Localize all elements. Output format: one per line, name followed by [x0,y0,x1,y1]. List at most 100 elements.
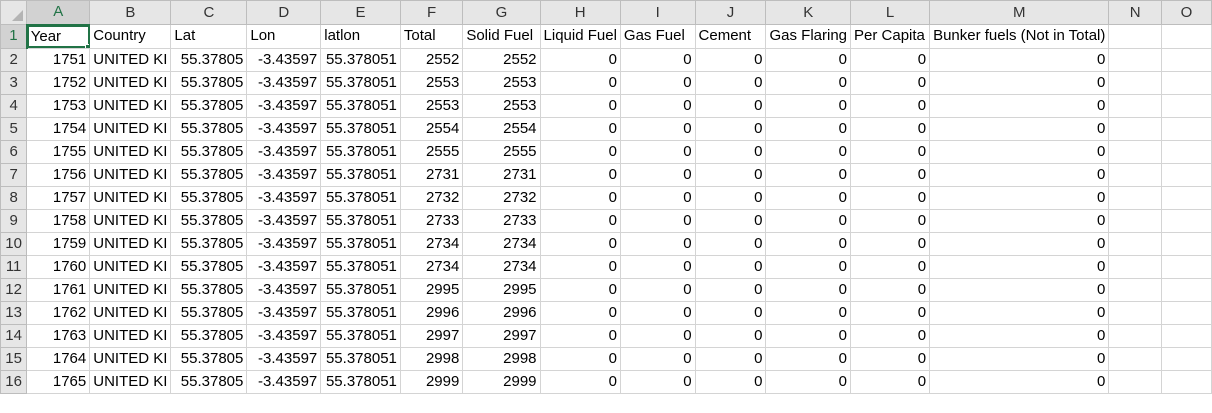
cell-f12[interactable]: 2995 [399,277,464,302]
column-header-a[interactable]: A [26,0,91,26]
cell-o12[interactable] [1160,277,1212,302]
cell-i16[interactable]: 0 [619,369,696,394]
cell-a5[interactable]: 1754 [26,116,91,141]
cell-k8[interactable]: 0 [765,185,852,210]
cell-c8[interactable]: 55.37805 [170,185,248,210]
cell-c6[interactable]: 55.37805 [170,139,248,164]
cell-k5[interactable]: 0 [765,116,852,141]
cell-f13[interactable]: 2996 [399,300,464,325]
row-header-13[interactable]: 13 [0,300,28,325]
cell-n1[interactable] [1108,24,1162,49]
cell-n4[interactable] [1108,93,1162,118]
cell-e3[interactable]: 55.378051 [320,70,401,95]
cell-h12[interactable]: 0 [539,277,621,302]
cell-d15[interactable]: -3.43597 [246,346,322,371]
cell-f7[interactable]: 2731 [399,162,464,187]
cell-b12[interactable]: UNITED KI [89,277,172,302]
cell-e7[interactable]: 55.378051 [320,162,401,187]
cell-a7[interactable]: 1756 [26,162,91,187]
cell-h1[interactable]: Liquid Fuel [539,24,621,49]
cell-a1[interactable]: Year [26,24,91,49]
cell-f2[interactable]: 2552 [399,47,464,72]
cell-n7[interactable] [1108,162,1162,187]
cell-f16[interactable]: 2999 [399,369,464,394]
cell-g2[interactable]: 2552 [462,47,541,72]
cell-g7[interactable]: 2731 [462,162,541,187]
cell-g14[interactable]: 2997 [462,323,541,348]
cell-b13[interactable]: UNITED KI [89,300,172,325]
cell-m11[interactable]: 0 [929,254,1110,279]
cell-c14[interactable]: 55.37805 [170,323,248,348]
cell-k9[interactable]: 0 [765,208,852,233]
cell-h6[interactable]: 0 [539,139,621,164]
cell-l2[interactable]: 0 [850,47,931,72]
cell-e11[interactable]: 55.378051 [320,254,401,279]
row-header-9[interactable]: 9 [0,208,28,233]
cell-l1[interactable]: Per Capita [850,24,931,49]
cell-a4[interactable]: 1753 [26,93,91,118]
cell-h9[interactable]: 0 [539,208,621,233]
column-header-m[interactable]: M [929,0,1110,25]
cell-k16[interactable]: 0 [765,369,852,394]
cell-k13[interactable]: 0 [765,300,852,325]
cell-h4[interactable]: 0 [539,93,621,118]
cell-a15[interactable]: 1764 [26,346,91,371]
cell-h5[interactable]: 0 [539,116,621,141]
row-header-14[interactable]: 14 [0,323,28,348]
cell-f3[interactable]: 2553 [399,70,464,95]
cell-n11[interactable] [1108,254,1162,279]
cell-m4[interactable]: 0 [929,93,1110,118]
cell-l3[interactable]: 0 [850,70,931,95]
column-header-e[interactable]: E [320,0,401,25]
cell-m8[interactable]: 0 [929,185,1110,210]
cell-d13[interactable]: -3.43597 [246,300,322,325]
cell-h14[interactable]: 0 [539,323,621,348]
cell-g11[interactable]: 2734 [462,254,541,279]
cell-h15[interactable]: 0 [539,346,621,371]
cell-g8[interactable]: 2732 [462,185,541,210]
cell-e4[interactable]: 55.378051 [320,93,401,118]
cell-e15[interactable]: 55.378051 [320,346,401,371]
row-header-2[interactable]: 2 [0,47,28,72]
cell-n9[interactable] [1108,208,1162,233]
cell-g9[interactable]: 2733 [462,208,541,233]
cell-g13[interactable]: 2996 [462,300,541,325]
cell-a11[interactable]: 1760 [26,254,91,279]
cell-m2[interactable]: 0 [929,47,1110,72]
cell-l12[interactable]: 0 [850,277,931,302]
cell-g4[interactable]: 2553 [462,93,541,118]
cell-b10[interactable]: UNITED KI [89,231,172,256]
cell-l15[interactable]: 0 [850,346,931,371]
cell-l14[interactable]: 0 [850,323,931,348]
cell-j7[interactable]: 0 [694,162,767,187]
cell-d6[interactable]: -3.43597 [246,139,322,164]
cell-b14[interactable]: UNITED KI [89,323,172,348]
cell-j2[interactable]: 0 [694,47,767,72]
cell-k3[interactable]: 0 [765,70,852,95]
cell-j13[interactable]: 0 [694,300,767,325]
cell-i9[interactable]: 0 [619,208,696,233]
cell-l8[interactable]: 0 [850,185,931,210]
row-header-11[interactable]: 11 [0,254,28,279]
cell-d7[interactable]: -3.43597 [246,162,322,187]
cell-h3[interactable]: 0 [539,70,621,95]
cell-i8[interactable]: 0 [619,185,696,210]
cell-n8[interactable] [1108,185,1162,210]
cell-i14[interactable]: 0 [619,323,696,348]
cell-f6[interactable]: 2555 [399,139,464,164]
cell-g6[interactable]: 2555 [462,139,541,164]
cell-c4[interactable]: 55.37805 [170,93,248,118]
cell-k10[interactable]: 0 [765,231,852,256]
cell-d4[interactable]: -3.43597 [246,93,322,118]
cell-b2[interactable]: UNITED KI [89,47,172,72]
cell-m15[interactable]: 0 [929,346,1110,371]
cell-l6[interactable]: 0 [850,139,931,164]
cell-b9[interactable]: UNITED KI [89,208,172,233]
cell-d14[interactable]: -3.43597 [246,323,322,348]
cell-o7[interactable] [1160,162,1212,187]
row-header-10[interactable]: 10 [0,231,28,256]
cell-o15[interactable] [1160,346,1212,371]
cell-j9[interactable]: 0 [694,208,767,233]
cell-b7[interactable]: UNITED KI [89,162,172,187]
cell-k7[interactable]: 0 [765,162,852,187]
